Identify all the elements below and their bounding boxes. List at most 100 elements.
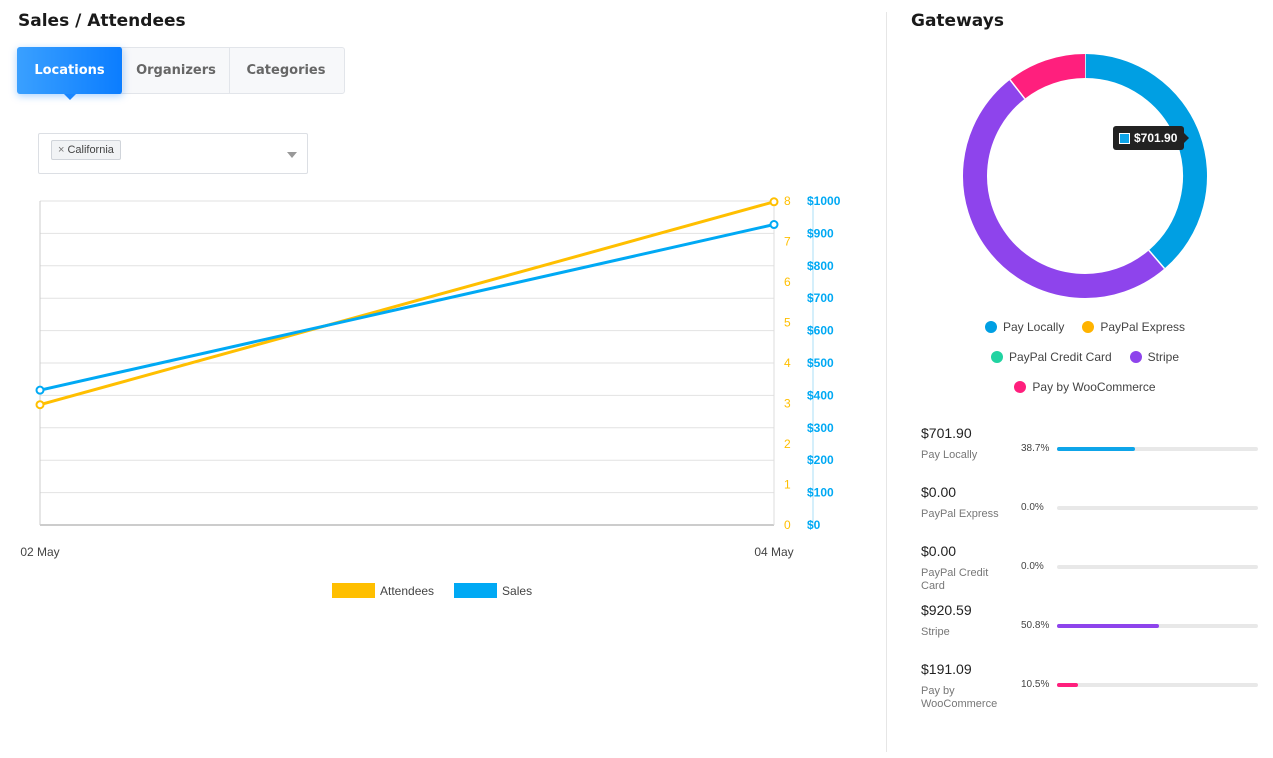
chevron-down-icon[interactable] [287,152,297,158]
y-left-tick-label: 3 [784,397,791,411]
tooltip-value: $701.90 [1134,131,1178,145]
gateway-amount: $0.00 [921,543,957,559]
data-point-sales [769,220,779,230]
list-item: $701.90 Pay Locally 38.7% [921,425,1261,484]
y-right-tick-label: $500 [807,356,834,370]
gateways-legend: Pay Locally PayPal Express PayPal Credit… [905,312,1265,402]
gateway-percent: 0.0% [1021,502,1044,513]
y-right-tick-label: $300 [807,421,834,435]
location-chip: × California [51,140,121,160]
legend-swatch-sales [454,583,498,598]
gateway-name: Stripe [921,626,950,638]
legend-dot [1129,351,1142,363]
donut-slice-pay-locally[interactable] [1084,54,1207,269]
data-point-attendees [35,400,45,410]
gateway-percent: 38.7% [1021,443,1050,454]
chip-remove-icon[interactable]: × [58,144,65,156]
gateway-name: PayPal Express [921,508,999,520]
sales-attendees-chart: 0 1 2 3 4 5 6 7 8 $0 $100 $200 $300 $400 $500 $600 $700 $… [20,194,841,559]
y-left-tick-label: 2 [784,437,791,451]
legend-paypal-express[interactable]: PayPal Express [1082,320,1185,334]
legend-label: Stripe [1147,350,1180,364]
data-point-attendees [769,197,779,207]
gateway-progress-bar [1057,447,1258,451]
tooltip-swatch [1119,132,1130,144]
y-right-tick-label: $700 [807,291,834,305]
y-right-tick-label: $200 [807,453,834,467]
legend-item-attendees[interactable]: Attendees [332,583,434,598]
gateway-name: PayPal Credit Card [921,567,989,592]
y-left-tick-label: 6 [784,275,791,289]
x-tick-label: 04 May [754,545,793,559]
chip-label: California [67,144,114,156]
gateway-list: $701.90 Pay Locally 38.7% $0.00 PayPal E… [921,425,1261,720]
y-right-tick-label: $1000 [807,194,841,208]
y-left-tick-label: 1 [784,478,791,492]
y-left-tick-label: 4 [784,356,791,370]
donut-separator [1009,79,1026,100]
location-select[interactable]: × California [38,133,308,174]
gateway-progress-bar [1057,624,1258,628]
legend-pay-by-woocommerce[interactable]: Pay by WooCommerce [1014,380,1156,394]
legend-label: PayPal Express [1100,320,1186,334]
legend-swatch-attendees [332,583,375,598]
donut-slice-pay-by-woocommerce[interactable] [1010,54,1086,99]
gateway-percent: 50.8% [1021,620,1050,631]
legend-label: Pay Locally [1002,320,1065,334]
gateway-name: Pay by WooCommerce [921,685,998,710]
donut-separator [1148,249,1166,270]
y-left-tick-label: 8 [784,194,791,208]
gateway-percent: 10.5% [1021,679,1050,690]
gateway-progress-bar [1057,565,1258,569]
donut-slice-stripe[interactable] [963,79,1165,298]
legend-item-sales[interactable]: Sales [454,583,532,598]
legend-dot [984,321,997,333]
y-right-tick-label: $800 [807,259,834,273]
gateway-amount: $0.00 [921,484,957,500]
gateway-progress-bar [1057,683,1258,687]
gateways-title: Gateways [911,11,1004,31]
chart-legend: Attendees Sales [332,583,546,598]
y-left-tick-label: 0 [784,518,791,532]
gateway-progress-fill [1057,624,1160,628]
legend-paypal-credit-card[interactable]: PayPal Credit Card [990,350,1112,364]
y-right-tick-label: $0 [807,518,821,532]
gateway-progress-fill [1057,683,1079,687]
legend-dot [1014,381,1027,393]
list-item: $191.09 Pay by WooCommerce 10.5% [921,661,1261,720]
y-left-tick-label: 5 [784,316,791,330]
legend-pay-locally[interactable]: Pay Locally [984,320,1065,334]
y-right-tick-label: $100 [807,486,834,500]
legend-stripe[interactable]: Stripe [1129,350,1180,364]
gateway-amount: $701.90 [921,425,972,441]
gateway-progress-bar [1057,506,1258,510]
donut-tooltip: $701.90 [1113,126,1190,150]
gateway-name: Pay Locally [921,449,978,461]
column-divider [886,12,887,752]
y-right-tick-label: $600 [807,324,834,338]
gateway-amount: $920.59 [921,602,972,618]
gateway-amount: $191.09 [921,661,972,677]
tab-locations[interactable]: Locations [17,47,123,100]
gateways-donut-chart [963,54,1207,298]
legend-label: PayPal Credit Card [1008,350,1112,364]
legend-dot [1082,321,1095,333]
y-right-tick-label: $400 [807,388,834,402]
gateway-percent: 0.0% [1021,561,1044,572]
tab-categories[interactable]: Categories [246,63,326,78]
gateway-progress-fill [1057,447,1135,451]
report-tabs: Locations Organizers Categories [17,47,345,100]
data-point-sales [35,385,45,395]
y-right-tick-label: $900 [807,226,834,240]
legend-label-sales: Sales [502,583,533,598]
legend-label: Pay by WooCommerce [1032,380,1156,394]
x-tick-label: 02 May [20,545,59,559]
list-item: $0.00 PayPal Credit Card 0.0% [921,543,1261,602]
page-title: Sales / Attendees [18,11,186,31]
tab-organizers[interactable]: Organizers [123,48,230,93]
y-left-tick-label: 7 [784,235,791,249]
series-line-sales [39,223,775,392]
legend-dot [990,351,1003,363]
list-item: $920.59 Stripe 50.8% [921,602,1261,661]
series-line-attendees [39,200,775,407]
